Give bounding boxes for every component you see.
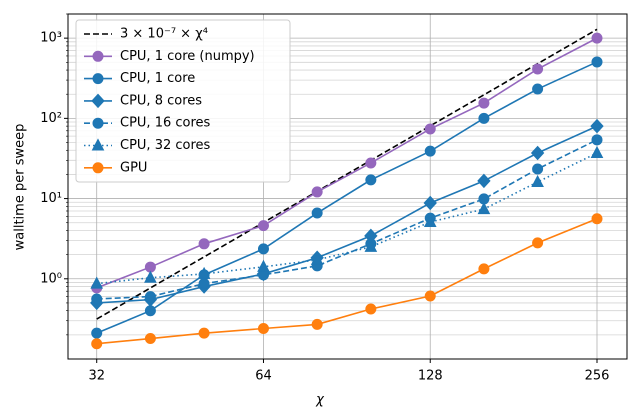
legend-label: 3 × 10⁻⁷ × χ⁴	[120, 27, 208, 42]
marker	[477, 201, 491, 215]
marker	[91, 338, 103, 350]
marker	[532, 237, 544, 249]
series-line	[96, 28, 598, 320]
marker	[311, 318, 323, 330]
legend-marker	[92, 50, 104, 62]
marker	[423, 195, 437, 211]
x-tick-label: 64	[255, 369, 272, 384]
legend-marker	[92, 162, 104, 174]
marker	[530, 145, 545, 161]
marker	[144, 333, 156, 345]
legend-marker	[91, 93, 105, 109]
y-axis-label: walltime per sweep	[13, 124, 28, 251]
x-axis-label: χ	[315, 393, 325, 408]
marker	[531, 174, 544, 187]
y-tick-label: 10⁰	[40, 271, 62, 286]
marker	[198, 327, 210, 339]
y-tick-label: 10¹	[40, 191, 62, 206]
marker	[365, 174, 377, 186]
y-tick-label: 10²	[40, 111, 62, 126]
marker	[591, 56, 603, 68]
marker	[424, 290, 436, 302]
marker	[423, 214, 437, 228]
marker	[144, 261, 156, 273]
marker	[257, 323, 269, 335]
legend-label: GPU	[120, 160, 147, 175]
legend-marker	[91, 138, 105, 151]
marker	[478, 112, 490, 124]
marker	[477, 173, 491, 189]
x-tick-label: 256	[585, 369, 610, 384]
marker	[144, 270, 157, 283]
marker	[197, 266, 211, 279]
marker	[424, 145, 436, 157]
marker	[532, 63, 544, 75]
marker	[591, 32, 603, 44]
marker	[198, 278, 210, 290]
x-tick-label: 32	[88, 369, 105, 384]
marker	[311, 207, 323, 219]
x-tick-label: 128	[418, 369, 443, 384]
marker	[591, 213, 603, 225]
marker	[91, 327, 103, 339]
marker	[198, 238, 210, 250]
marker	[310, 252, 324, 265]
marker	[257, 220, 269, 232]
legend-label: CPU, 32 cores	[120, 138, 211, 153]
series-line	[96, 125, 598, 304]
marker	[144, 305, 156, 317]
marker	[257, 259, 270, 272]
legend-label: CPU, 16 cores	[120, 116, 211, 131]
series-line	[96, 139, 598, 300]
series-line	[96, 37, 598, 289]
marker	[365, 303, 377, 315]
marker	[478, 263, 490, 275]
marker	[91, 293, 103, 305]
marker	[90, 276, 104, 289]
marker	[478, 97, 490, 109]
legend-label: CPU, 1 core	[120, 71, 195, 86]
marker	[364, 239, 378, 252]
marker	[591, 134, 603, 146]
legend-marker	[92, 73, 104, 85]
series-line	[96, 218, 598, 345]
plot-frame	[67, 13, 628, 360]
marker	[144, 291, 156, 303]
marker	[590, 145, 604, 158]
legend-marker	[92, 117, 104, 129]
y-tick-label: 10³	[40, 31, 62, 46]
marker	[532, 83, 544, 95]
legend-box	[75, 19, 291, 183]
marker	[311, 186, 323, 198]
marker	[590, 118, 604, 134]
marker	[365, 157, 377, 169]
legend-label: CPU, 1 core (numpy)	[120, 49, 255, 64]
marker	[257, 243, 269, 255]
legend-label: CPU, 8 cores	[120, 93, 202, 108]
marker	[532, 163, 544, 175]
marker	[424, 123, 436, 135]
